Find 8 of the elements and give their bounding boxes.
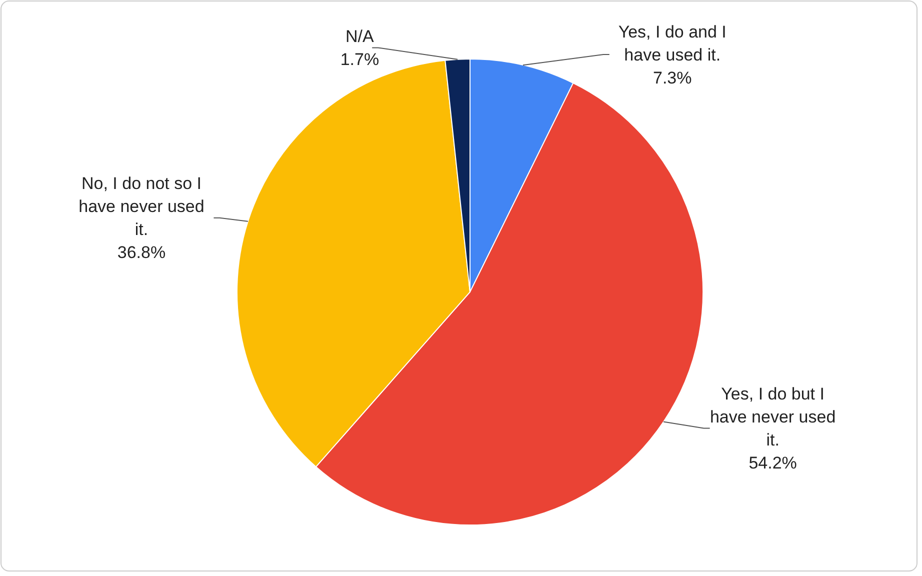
data-label: 36.8% bbox=[117, 243, 166, 262]
slice-label: No, I do not so I have never used it. bbox=[78, 174, 204, 240]
data-label: 7.3% bbox=[652, 68, 692, 88]
data-label: 1.7% bbox=[340, 50, 380, 69]
data-label: 54.2% bbox=[748, 453, 797, 472]
slice-label: N/A bbox=[346, 26, 375, 46]
slice-label: Yes, I do and I have used it. bbox=[618, 22, 726, 64]
slice-label: Yes, I do but I have never used it. bbox=[710, 384, 836, 450]
